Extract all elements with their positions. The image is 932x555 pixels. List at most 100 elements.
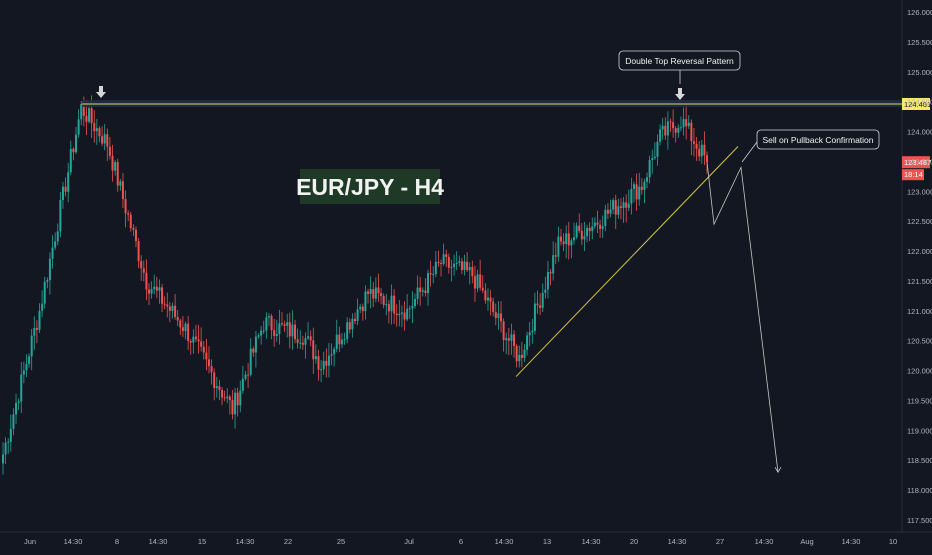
candle [489, 290, 492, 316]
candle [228, 394, 231, 415]
candle [127, 210, 130, 222]
candle [12, 408, 15, 436]
candle-body [434, 261, 437, 275]
candle [4, 437, 7, 464]
candle-body [124, 199, 127, 214]
candle-body [142, 268, 145, 273]
candle-body [51, 247, 54, 259]
candle-body [158, 287, 161, 291]
candle [25, 354, 28, 378]
candle [651, 149, 654, 174]
candle [189, 338, 192, 355]
candle [700, 139, 703, 164]
candle [453, 254, 456, 276]
candle-body [479, 274, 482, 288]
price-tick-label: 121.000 [907, 307, 932, 316]
candle-body [552, 255, 555, 274]
candle-body [114, 162, 117, 171]
candle [134, 226, 137, 248]
candle-body [510, 334, 513, 341]
candle [653, 142, 656, 161]
candle [492, 297, 495, 317]
candle [241, 365, 244, 394]
candle-body [515, 346, 518, 362]
candle [531, 318, 534, 344]
candle-body [54, 241, 57, 248]
candle-body [28, 356, 31, 364]
candle-body [30, 335, 33, 357]
candle [338, 326, 341, 352]
time-tick-label: Jun [24, 537, 36, 546]
candle-body [562, 241, 565, 245]
candle [390, 284, 393, 325]
candle-body [406, 308, 409, 320]
candle-body [317, 356, 320, 370]
candle [562, 233, 565, 252]
candle [17, 398, 20, 410]
time-axis[interactable]: Jun 14:30 8 14:30 15 14:30 22 25 Jul 6 14:30 13 14:3… [0, 531, 932, 546]
candle-body [489, 297, 492, 302]
candle [194, 324, 197, 343]
candle-body [526, 335, 529, 350]
candle [64, 177, 67, 197]
candle [427, 269, 429, 306]
candle-body [134, 229, 137, 242]
candle-body [656, 141, 659, 157]
candle-body [492, 301, 495, 313]
candle [322, 351, 325, 375]
candle-body [2, 454, 4, 464]
candle [54, 232, 57, 251]
time-tick-label: Jul [404, 537, 414, 546]
candle [35, 320, 38, 344]
candle [61, 181, 64, 209]
candle-body [646, 177, 649, 182]
candle-body [247, 374, 250, 376]
candle [291, 310, 294, 350]
candle-body [228, 396, 231, 400]
candle-body [161, 287, 164, 304]
candle-body [223, 397, 226, 399]
candle [612, 198, 615, 215]
candle-body [640, 186, 643, 190]
candle [270, 313, 273, 340]
candle-body [20, 374, 23, 402]
candle-body [633, 184, 635, 189]
candle-body [4, 442, 7, 455]
candle [593, 217, 596, 229]
candle [682, 107, 685, 136]
candle [33, 316, 36, 350]
candle [252, 346, 255, 357]
projection-arrowhead [774, 466, 782, 473]
candle-body [278, 323, 281, 334]
candle [685, 104, 688, 140]
candle [359, 303, 362, 314]
price-axis[interactable] [901, 0, 932, 550]
candle-body [343, 339, 346, 341]
candle [75, 126, 77, 155]
candle [142, 260, 145, 282]
candle-body [90, 108, 93, 124]
arrow-head [675, 94, 685, 100]
candle-body [625, 202, 628, 208]
candle-body [575, 225, 578, 238]
candle [93, 110, 96, 143]
candle [15, 393, 18, 424]
candle [505, 332, 508, 355]
candle-body [43, 281, 46, 304]
candle [124, 190, 127, 228]
candle [226, 387, 229, 404]
candle-body [145, 272, 148, 290]
candle [166, 292, 169, 318]
resistance-price-tag: 124.461 [902, 97, 931, 110]
candle-body [127, 213, 130, 215]
candle [273, 319, 276, 347]
candle-body [567, 233, 570, 246]
candle [77, 109, 80, 138]
chart-title: EUR/JPY - H4 [296, 174, 444, 200]
candle-body [580, 230, 583, 240]
candle [145, 259, 148, 301]
price-ticks: 126.000 125.500 125.000 124.500 124.000 123.5… [907, 8, 932, 525]
candle [692, 127, 695, 157]
candle [393, 289, 396, 325]
